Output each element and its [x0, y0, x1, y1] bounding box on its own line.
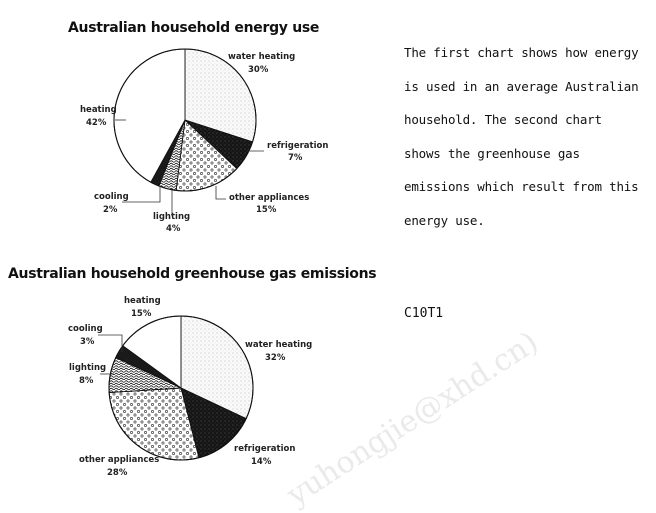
slice-value-other-appliances-2: 28% — [107, 468, 128, 478]
slice-value-refrigeration: 7% — [288, 153, 303, 163]
pie-outline — [113, 48, 257, 192]
description-line: emissions which result from this — [404, 179, 639, 194]
slice-value-heating-2: 15% — [131, 309, 152, 319]
description-line: is used in an average Australian — [404, 78, 639, 94]
slice-label-cooling: cooling — [94, 192, 129, 202]
slice-value-cooling: 2% — [103, 205, 118, 215]
chart-1-labels: water heating 30% refrigeration 7% other… — [80, 52, 328, 234]
slice-label-water-heating-2: water heating — [245, 340, 312, 350]
chart-2-title: Australian household greenhouse gas emis… — [8, 266, 377, 282]
leader-lines — [98, 119, 264, 375]
slice-value-water-heating-2: 32% — [265, 353, 286, 363]
slice-label-refrigeration: refrigeration — [267, 141, 328, 151]
leader-cooling-2 — [98, 334, 123, 352]
slice-label-lighting-2: lighting — [69, 363, 106, 373]
slice-value-heating: 42% — [86, 118, 107, 128]
description-line: energy use. — [404, 212, 485, 228]
pie-outline — [108, 315, 254, 461]
description-line: The first chart shows how energy — [404, 45, 639, 60]
pie-chart-greenhouse-emissions — [108, 315, 254, 461]
description-line: shows the greenhouse gas — [404, 145, 580, 161]
leader-other-appliances-1 — [215, 186, 226, 200]
pie-chart-energy-use — [113, 48, 257, 192]
slice-label-water-heating: water heating — [228, 52, 295, 62]
test-code: C10T1 — [404, 306, 444, 321]
chart-1-title: Australian household energy use — [68, 20, 320, 36]
slice-label-other-appliances-2: other appliances — [79, 455, 159, 465]
slice-value-lighting: 4% — [166, 224, 181, 234]
slice-label-cooling-2: cooling — [68, 324, 103, 334]
description-line: household. The second chart — [404, 112, 602, 127]
slice-value-refrigeration-2: 14% — [251, 457, 272, 467]
slice-value-lighting-2: 8% — [79, 376, 94, 386]
chart-2-labels: heating 15% cooling 3% lighting 8% water… — [68, 296, 312, 478]
description-text: The first chart shows how energy is used… — [404, 36, 654, 237]
leader-cooling-1 — [122, 186, 161, 203]
slice-value-other-appliances: 15% — [256, 205, 277, 215]
slice-label-lighting: lighting — [153, 212, 190, 222]
slice-label-heating-2: heating — [124, 296, 161, 306]
slice-value-water-heating: 30% — [248, 65, 269, 75]
slice-label-heating: heating — [80, 105, 117, 115]
slice-value-cooling-2: 3% — [80, 337, 95, 347]
slice-label-refrigeration-2: refrigeration — [234, 444, 295, 454]
pie-charts-canvas: water heating 30% refrigeration 7% other… — [68, 48, 328, 478]
slice-label-other-appliances: other appliances — [229, 193, 309, 203]
